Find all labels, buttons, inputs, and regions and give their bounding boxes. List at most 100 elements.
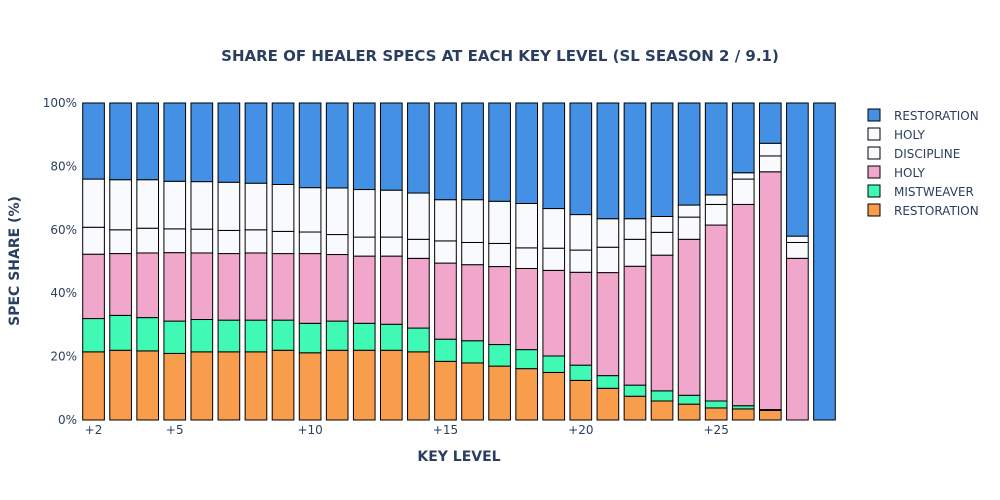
bar-stack[interactable] [163, 102, 187, 421]
bar-segment[interactable] [271, 349, 295, 421]
bar-segment[interactable] [731, 172, 755, 180]
bar-segment[interactable] [542, 102, 566, 210]
bar-segment[interactable] [109, 349, 132, 421]
bar-segment[interactable] [82, 226, 105, 255]
bar-segment[interactable] [298, 231, 322, 255]
bar-segment[interactable] [217, 253, 241, 321]
bar-segment[interactable] [217, 102, 241, 183]
bar-segment[interactable] [163, 102, 187, 182]
bar-segment[interactable] [542, 247, 566, 271]
bar-segment[interactable] [596, 272, 620, 377]
bar-segment[interactable] [515, 349, 539, 370]
bar-segment[interactable] [82, 253, 105, 320]
bar-segment[interactable] [352, 349, 376, 421]
bar-segment[interactable] [217, 181, 241, 231]
bar-segment[interactable] [704, 203, 728, 226]
bar-segment[interactable] [379, 255, 403, 325]
bar-segment[interactable] [109, 102, 132, 181]
bar-segment[interactable] [677, 238, 701, 396]
bar-stack[interactable] [136, 102, 160, 421]
bar-segment[interactable] [82, 318, 105, 353]
bar-segment[interactable] [731, 102, 755, 174]
bar-segment[interactable] [623, 102, 647, 220]
bar-stack[interactable] [217, 102, 241, 421]
bar-segment[interactable] [298, 187, 322, 233]
bar-stack[interactable] [244, 102, 268, 421]
bar-segment[interactable] [82, 178, 105, 228]
bar-segment[interactable] [407, 257, 430, 329]
bar-stack[interactable] [298, 102, 322, 421]
bar-segment[interactable] [786, 235, 809, 243]
bar-segment[interactable] [325, 234, 349, 256]
bar-stack[interactable] [758, 102, 782, 421]
bar-segment[interactable] [244, 252, 268, 321]
bar-segment[interactable] [136, 317, 160, 352]
bar-segment[interactable] [434, 338, 457, 362]
bar-segment[interactable] [623, 384, 647, 397]
bar-segment[interactable] [407, 327, 430, 353]
bar-stack[interactable] [325, 102, 349, 421]
bar-segment[interactable] [677, 403, 701, 421]
bar-segment[interactable] [542, 269, 566, 357]
bar-segment[interactable] [407, 351, 430, 421]
bar-stack[interactable] [786, 102, 809, 421]
bar-segment[interactable] [515, 267, 539, 351]
bar-stack[interactable] [109, 102, 132, 421]
bar-segment[interactable] [569, 214, 593, 251]
bar-segment[interactable] [407, 238, 430, 259]
bar-stack[interactable] [434, 102, 457, 421]
bar-segment[interactable] [163, 352, 187, 421]
bar-segment[interactable] [136, 252, 160, 319]
bar-segment[interactable] [434, 262, 457, 340]
bar-segment[interactable] [542, 208, 566, 249]
bar-segment[interactable] [461, 340, 484, 364]
bar-segment[interactable] [569, 102, 593, 216]
bar-segment[interactable] [379, 349, 403, 421]
bar-stack[interactable] [352, 102, 376, 421]
bar-segment[interactable] [325, 320, 349, 351]
bar-segment[interactable] [488, 242, 511, 268]
bar-segment[interactable] [650, 390, 674, 402]
bar-segment[interactable] [731, 203, 755, 407]
bar-stack[interactable] [677, 102, 701, 421]
bar-segment[interactable] [190, 228, 214, 254]
bar-segment[interactable] [515, 102, 539, 204]
bar-segment[interactable] [596, 387, 620, 421]
legend-item[interactable]: DISCIPLINE [867, 146, 960, 161]
bar-segment[interactable] [407, 192, 430, 240]
bar-segment[interactable] [623, 395, 647, 421]
bar-segment[interactable] [542, 355, 566, 373]
bar-segment[interactable] [109, 229, 132, 255]
bar-stack[interactable] [461, 102, 484, 421]
bar-segment[interactable] [677, 394, 701, 405]
bar-segment[interactable] [190, 252, 214, 321]
legend-item[interactable]: HOLY [867, 127, 926, 142]
bar-segment[interactable] [677, 204, 701, 218]
bar-segment[interactable] [271, 183, 295, 232]
bar-segment[interactable] [677, 102, 701, 206]
bar-stack[interactable] [569, 102, 593, 421]
bar-stack[interactable] [623, 102, 647, 421]
bar-segment[interactable] [515, 247, 539, 269]
bar-segment[interactable] [190, 351, 214, 421]
bar-segment[interactable] [136, 350, 160, 421]
bar-segment[interactable] [461, 362, 484, 421]
bar-segment[interactable] [677, 216, 701, 240]
bar-segment[interactable] [704, 400, 728, 409]
bar-segment[interactable] [758, 155, 782, 173]
bar-segment[interactable] [461, 241, 484, 266]
bar-segment[interactable] [352, 236, 376, 257]
bar-segment[interactable] [352, 102, 376, 191]
bar-segment[interactable] [109, 314, 132, 351]
bar-segment[interactable] [271, 102, 295, 185]
bar-segment[interactable] [758, 142, 782, 157]
bar-segment[interactable] [434, 102, 457, 201]
bar-stack[interactable] [596, 102, 620, 421]
bar-segment[interactable] [271, 253, 295, 321]
bar-segment[interactable] [352, 322, 376, 351]
bar-segment[interactable] [109, 253, 132, 316]
bar-segment[interactable] [704, 194, 728, 205]
bar-segment[interactable] [434, 240, 457, 264]
bar-segment[interactable] [650, 254, 674, 392]
bar-segment[interactable] [488, 266, 511, 346]
